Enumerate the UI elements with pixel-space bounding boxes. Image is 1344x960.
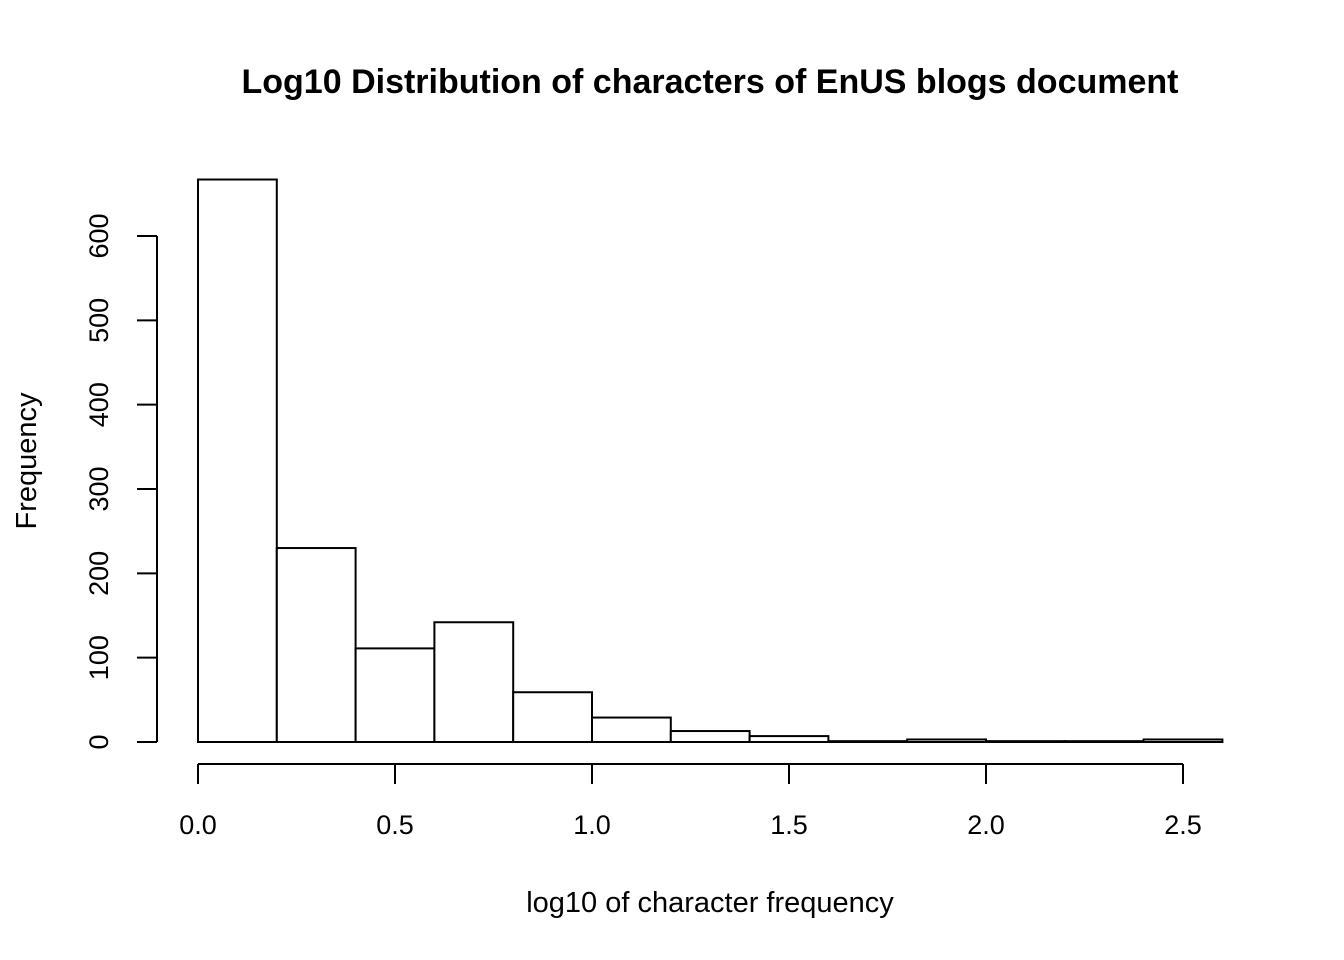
y-tick-label: 500 xyxy=(84,298,114,343)
histogram-bar-1 xyxy=(275,547,357,744)
histogram-bar-10 xyxy=(985,740,1066,743)
x-tick-label: 2.5 xyxy=(1164,810,1202,840)
bars-group xyxy=(197,178,1224,744)
histogram-bar-6 xyxy=(669,730,751,744)
y-tick-label: 400 xyxy=(84,382,114,427)
x-tick-label: 1.0 xyxy=(573,810,611,840)
histogram-bar-4 xyxy=(512,691,594,743)
histogram-bar-8 xyxy=(827,740,909,743)
y-axis-title: Frequency xyxy=(11,392,43,530)
y-tick-label: 200 xyxy=(84,551,114,596)
y-tick-label: 300 xyxy=(84,466,114,511)
histogram-bar-7 xyxy=(748,735,830,744)
x-tick-label: 2.0 xyxy=(967,810,1005,840)
x-axis: 0.0 0.5 1.0 1.5 2.0 2.5 xyxy=(179,763,1202,840)
y-tick-label: 0 xyxy=(84,734,114,749)
histogram-bar-5 xyxy=(591,716,672,744)
histogram-bar-9 xyxy=(906,738,988,743)
y-tick-label: 600 xyxy=(84,213,114,258)
histogram-bar-11 xyxy=(1063,740,1145,743)
x-axis-title: log10 of character frequency xyxy=(526,887,894,919)
x-tick-label: 0.0 xyxy=(179,810,217,840)
x-tick-label: 1.5 xyxy=(770,810,808,840)
histogram-bar-12 xyxy=(1142,738,1224,743)
chart-title: Log10 Distribution of characters of EnUS… xyxy=(242,63,1179,101)
x-tick-label: 0.5 xyxy=(376,810,414,840)
histogram-bar-0 xyxy=(197,178,278,743)
histogram-bar-3 xyxy=(433,621,515,743)
histogram-bar-2 xyxy=(354,647,436,743)
y-tick-label: 100 xyxy=(84,635,114,680)
y-axis: 0 100 200 300 400 500 600 xyxy=(84,213,158,750)
